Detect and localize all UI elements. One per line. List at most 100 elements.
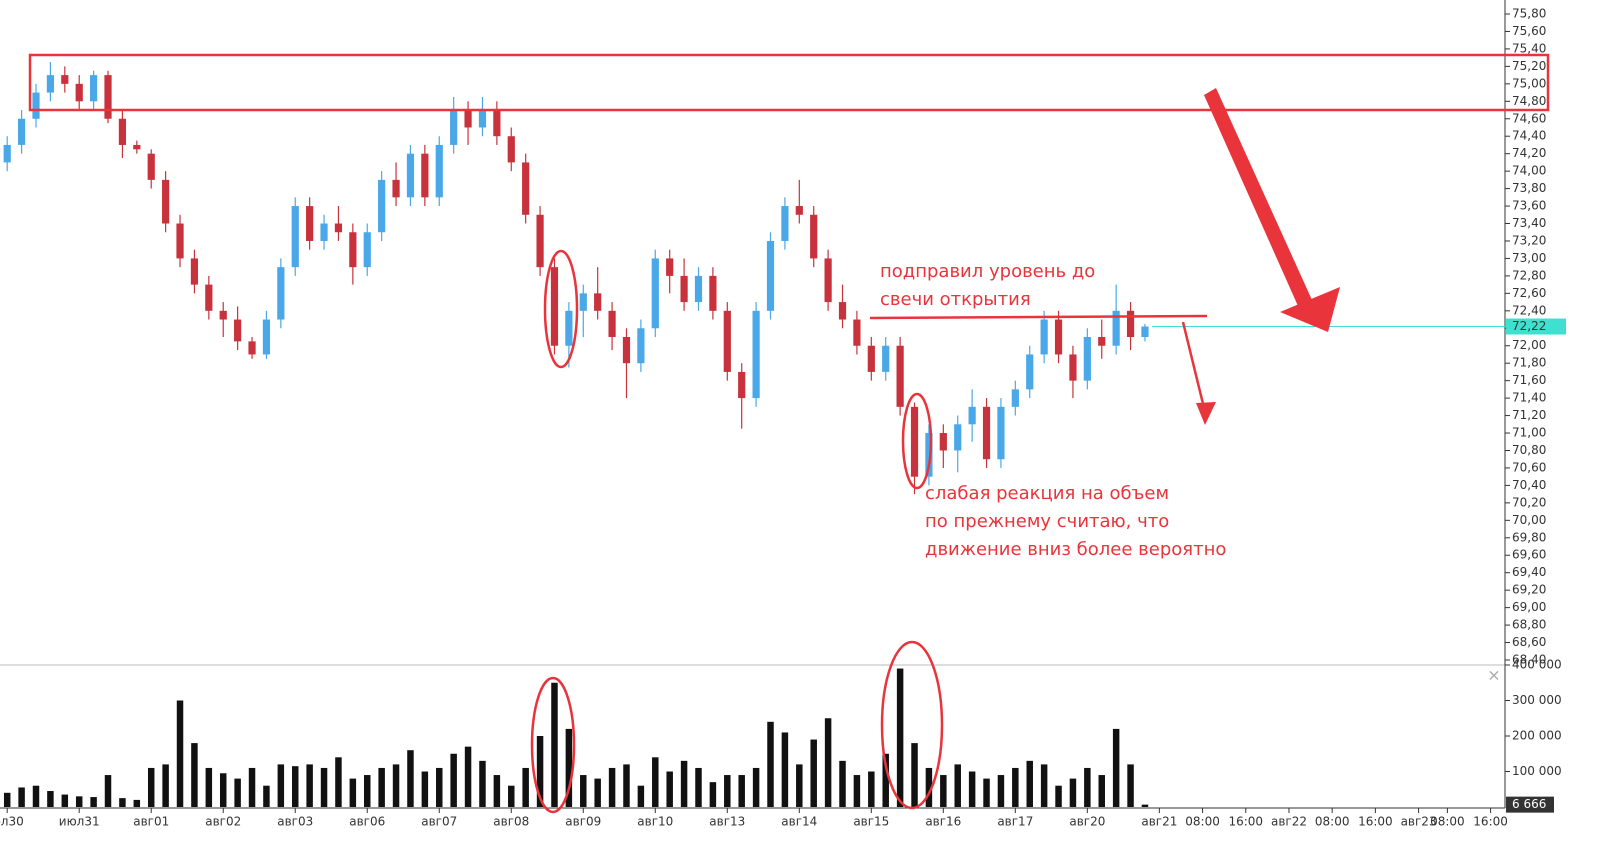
volume-bar (1141, 804, 1149, 807)
candle-body (910, 406, 919, 477)
last-price-label: 72,22 (1512, 319, 1546, 333)
volume-bar (824, 718, 832, 807)
volume-bar (565, 728, 573, 807)
candle-body (478, 110, 487, 128)
candle-body (694, 275, 703, 303)
candle-body (867, 345, 875, 372)
volume-bar (392, 764, 400, 807)
candle-body (75, 83, 83, 102)
candle-body (262, 319, 271, 355)
volume-bar (738, 775, 745, 807)
candle-body (421, 153, 429, 198)
volume-bar (608, 767, 616, 807)
candle-body (162, 179, 170, 224)
volume-bar (796, 764, 803, 807)
candle-body (766, 240, 775, 311)
arrow (1181, 321, 1207, 413)
candle-body (3, 144, 11, 163)
volume-bar (868, 771, 875, 807)
candle-body (435, 144, 443, 198)
candle-body (46, 75, 55, 93)
volume-bar (968, 771, 976, 807)
x-tick-label: юл30 (0, 815, 24, 829)
candle-body (579, 293, 587, 311)
volume-bar (896, 668, 904, 807)
candle-body (925, 433, 933, 477)
candle-body (1141, 326, 1149, 337)
ellipse (530, 676, 576, 814)
candle-body (550, 267, 559, 346)
candle-body (1011, 389, 1019, 407)
y-tick-label: 72,60 (1512, 286, 1546, 300)
candle-body (507, 136, 515, 163)
y-tick-label: 72,40 (1512, 303, 1546, 317)
candle-body (349, 232, 357, 268)
range-box (28, 53, 1550, 112)
candle-body (680, 275, 688, 303)
x-tick-label: 16:00 (1358, 815, 1393, 829)
candle-body (896, 345, 904, 407)
volume-bar (364, 775, 371, 807)
candle-body (61, 75, 69, 84)
volume-bar (191, 743, 198, 807)
candle-body (334, 223, 343, 233)
volume-bar (911, 743, 918, 807)
x-tick-label: авг06 (349, 815, 385, 829)
candle-body (392, 179, 400, 198)
candle-body (738, 371, 746, 399)
candle-body (464, 110, 472, 128)
annotation: движение вниз более вероятно (925, 539, 1226, 560)
volume-bar (205, 767, 213, 807)
candle-body (608, 310, 616, 337)
volume-bar (695, 767, 702, 807)
close-icon[interactable]: × (1487, 666, 1500, 685)
candle-body (493, 110, 501, 137)
candle-body (954, 424, 962, 451)
volume-bar (320, 767, 328, 807)
volume-bar (1055, 785, 1062, 807)
y-tick-label: 73,80 (1512, 181, 1546, 195)
volume-bar (479, 760, 486, 807)
volume-bar (522, 767, 529, 807)
y-tick-label: 71,00 (1512, 426, 1546, 440)
candle-body (104, 75, 112, 119)
candle-body (651, 258, 659, 329)
volume-bar (335, 757, 342, 807)
volume-bar (623, 764, 630, 807)
annotation: подправил уровень до (880, 261, 1095, 282)
volume-bar (940, 775, 947, 807)
candle-body (795, 206, 803, 215)
annotation-shapes (28, 53, 1550, 814)
candle-body (824, 258, 832, 303)
candle-body (522, 162, 530, 215)
candle-body (18, 118, 26, 145)
y-tick-label: 73,60 (1512, 199, 1546, 213)
x-tick-label: авг10 (637, 815, 673, 829)
last-volume-box (1506, 796, 1554, 813)
candle-body (637, 328, 645, 364)
volume-bar (104, 775, 112, 807)
volume-bar (1069, 778, 1077, 807)
annotation: слабая реакция на объем (925, 483, 1169, 504)
x-tick-label: авг21 (1141, 815, 1177, 829)
x-tick-label: 08:00 (1315, 815, 1350, 829)
candle-body (378, 179, 386, 233)
y-tick-label: 70,40 (1512, 478, 1546, 492)
volume-bar (652, 757, 659, 807)
volume-bar (508, 785, 515, 807)
last-volume-label: 6 666 (1512, 797, 1546, 811)
candle-body (190, 258, 199, 285)
candle-body (118, 118, 127, 145)
y-tick-label: 70,60 (1512, 460, 1546, 474)
volume-bar (263, 785, 270, 807)
volume-bar (536, 736, 544, 807)
y-tick-label: 70,20 (1512, 495, 1546, 509)
volume-bar (1098, 775, 1105, 807)
ellipse (543, 249, 579, 369)
candle-body (1126, 310, 1135, 337)
x-tick-label: июл31 (59, 815, 100, 829)
y-tick-label: 69,40 (1512, 565, 1546, 579)
volume-bar (767, 721, 774, 807)
x-tick-label: авг13 (709, 815, 745, 829)
